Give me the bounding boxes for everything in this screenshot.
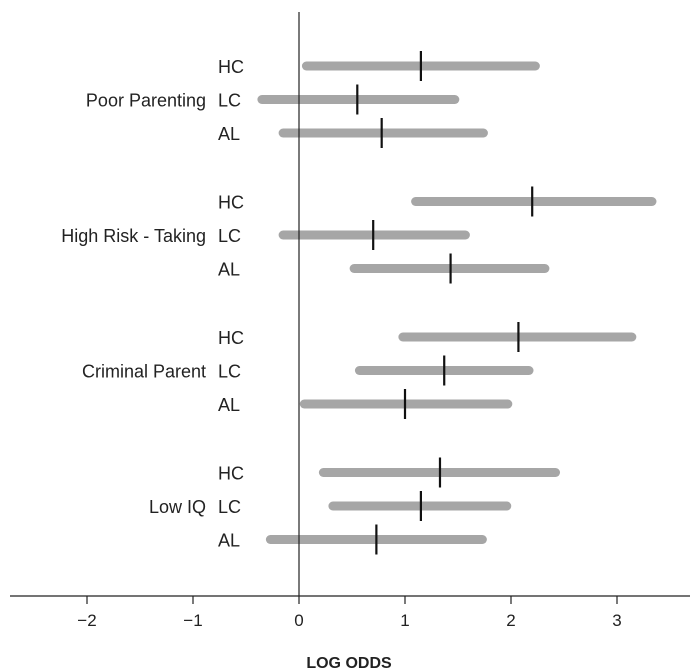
x-tick-label: 0 [294, 611, 303, 630]
interval-bars [257, 61, 657, 544]
x-tick-label: 1 [400, 611, 409, 630]
row-label-low-iq-lc: LC [218, 497, 241, 517]
row-label-low-iq-al: AL [218, 531, 240, 551]
row-labels: HC LC AL Poor Parenting HC LC AL High Risk - Ta… [61, 57, 244, 551]
x-axis-label: LOG ODDS [306, 655, 392, 672]
row-label-low-iq-hc: HC [218, 464, 244, 484]
row-label-high-risk-taking-lc: LC [218, 226, 241, 246]
row-label-criminal-parent-al: AL [218, 395, 240, 415]
group-label-criminal-parent: Criminal Parent [82, 362, 206, 382]
group-label-low-iq: Low IQ [149, 497, 206, 517]
group-label-high-risk-taking: High Risk - Taking [61, 226, 206, 246]
x-tick-label: −2 [77, 611, 96, 630]
x-tick-label: 2 [506, 611, 515, 630]
point-estimates [356, 51, 534, 555]
group-label-poor-parenting: Poor Parenting [86, 91, 206, 111]
row-label-criminal-parent-hc: HC [218, 328, 244, 348]
x-axis-ticks: −2 −1 0 1 2 3 [77, 596, 622, 630]
row-label-criminal-parent-lc: LC [218, 362, 241, 382]
row-label-high-risk-taking-al: AL [218, 260, 240, 280]
x-tick-label: −1 [183, 611, 202, 630]
x-tick-label: 3 [612, 611, 621, 630]
row-label-poor-parenting-hc: HC [218, 57, 244, 77]
row-label-poor-parenting-al: AL [218, 124, 240, 144]
row-label-poor-parenting-lc: LC [218, 91, 241, 111]
row-label-high-risk-taking-hc: HC [218, 193, 244, 213]
